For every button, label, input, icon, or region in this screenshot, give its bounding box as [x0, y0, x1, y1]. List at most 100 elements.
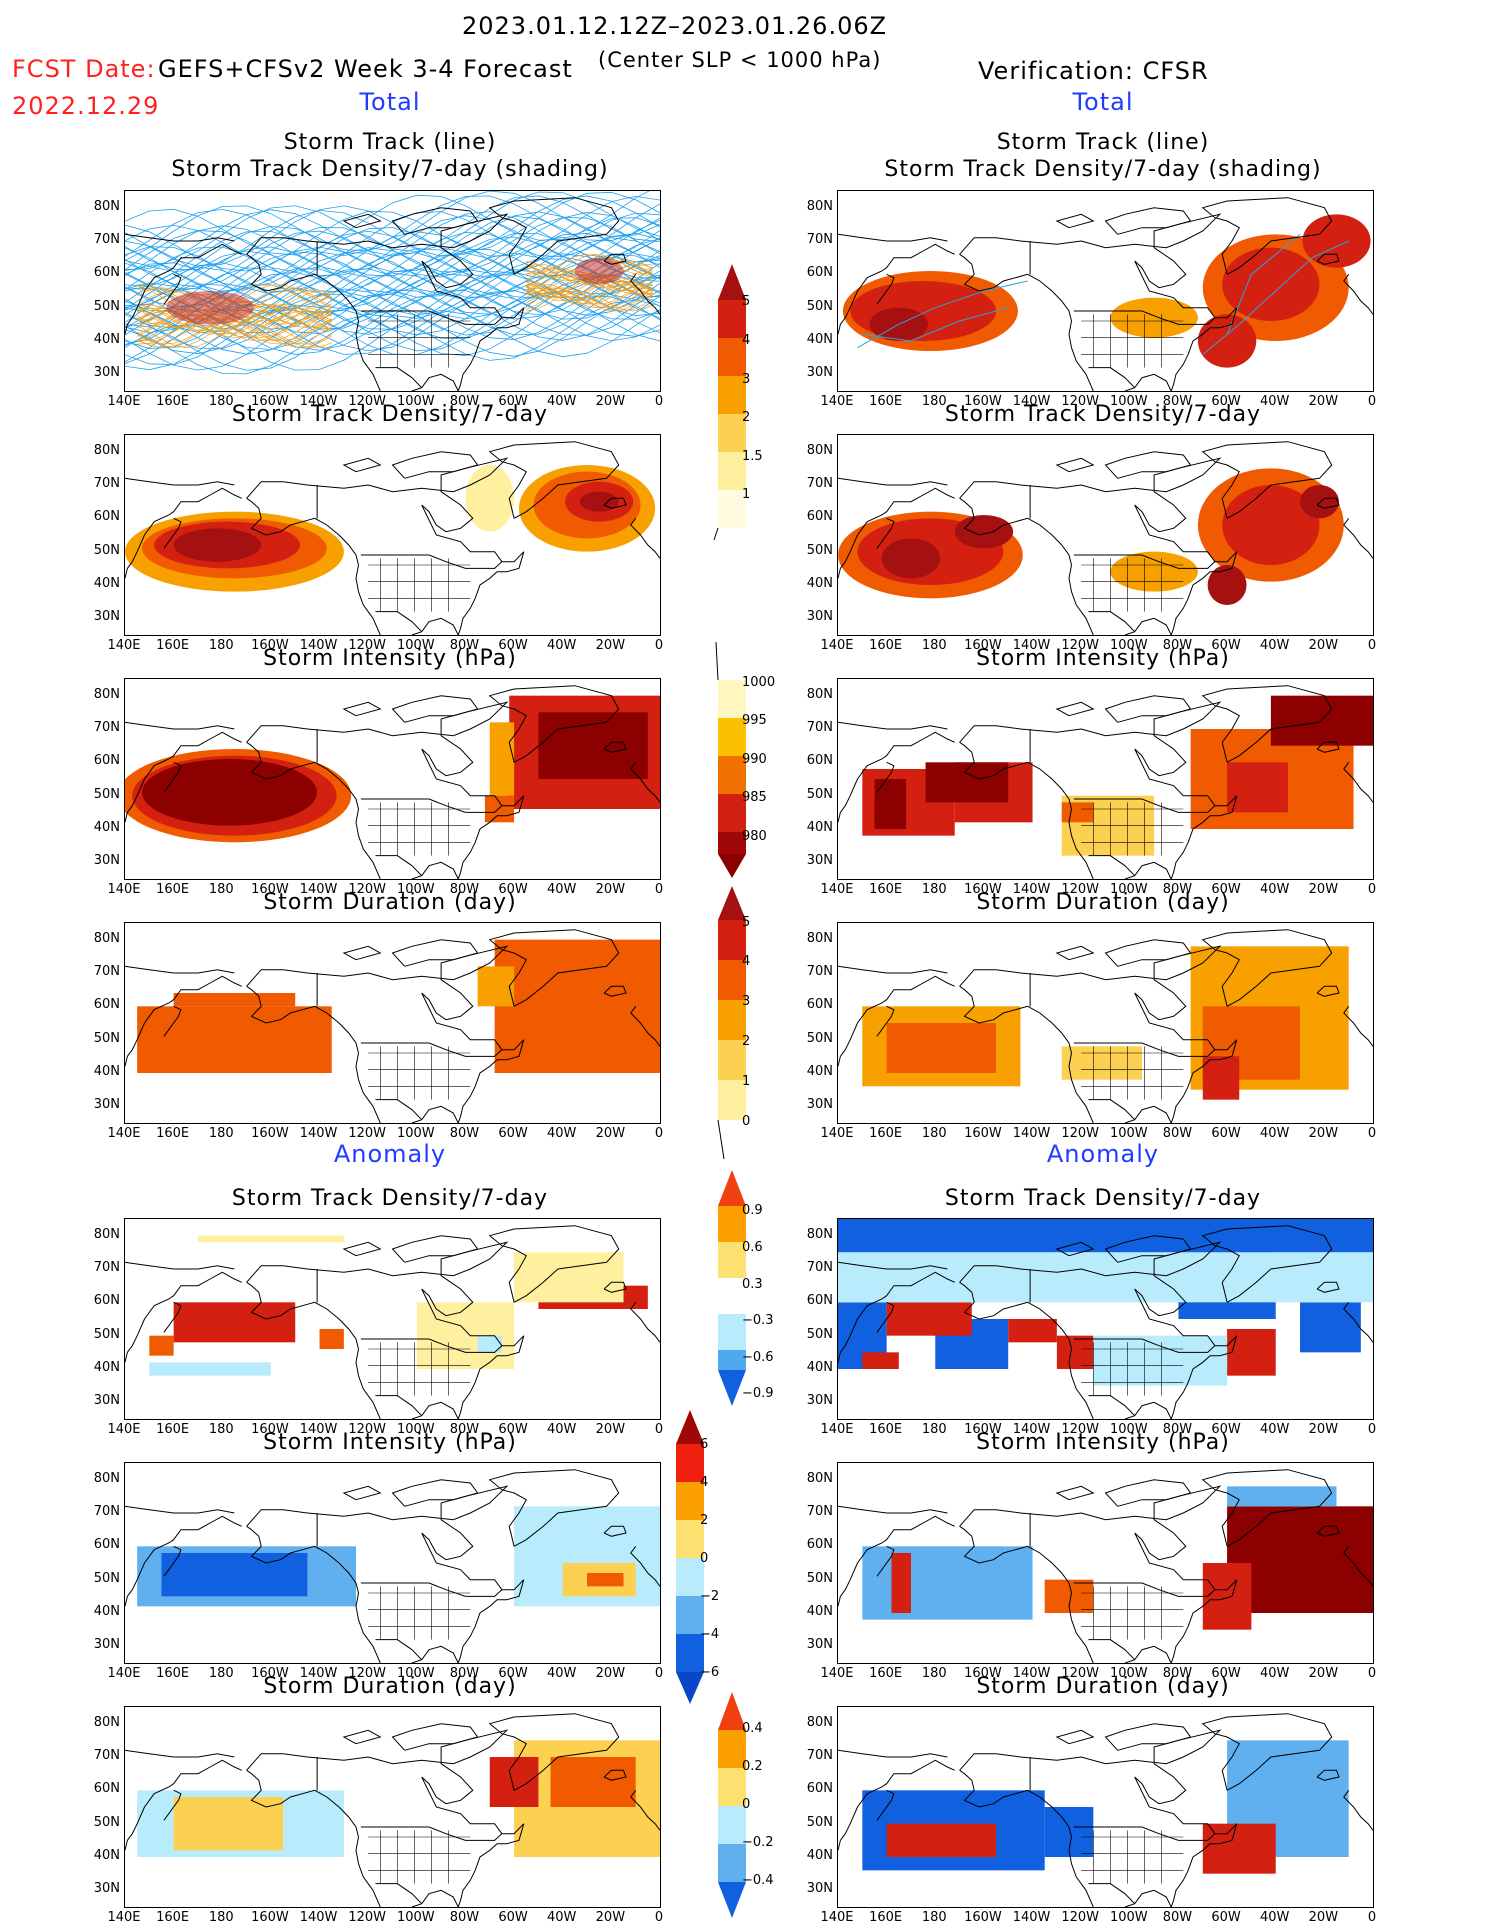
lon-label: 160W [964, 1666, 1002, 1681]
fcst-label: FCST Date: [12, 55, 156, 83]
lon-label: 80W [449, 1666, 480, 1681]
lon-label: 140E [107, 1422, 141, 1437]
lon-label: 140W [1012, 1422, 1051, 1437]
lon-label: 140E [820, 638, 854, 653]
lon-label: 100W [396, 394, 435, 409]
lon-label: 80W [1162, 1910, 1193, 1925]
cbar-duration-0: 0 [742, 1114, 751, 1129]
cbar-intensity-985: 985 [742, 790, 767, 805]
lat-label: 50N [93, 1326, 120, 1342]
lon-label: 0 [1367, 1910, 1377, 1925]
lat-label: 30N [93, 365, 120, 381]
lat-label: 40N [806, 1360, 833, 1375]
lon-label: 160W [964, 638, 1002, 653]
lon-label: 140E [820, 882, 854, 897]
cbar-ianom-m4: −4 [700, 1627, 720, 1642]
criteria-label: (Center SLP < 1000 hPa) [598, 48, 882, 72]
lon-label: 100W [1109, 638, 1148, 653]
lat-label: 50N [806, 1326, 833, 1342]
lat-label: 40N [93, 820, 120, 835]
section-total-left: Total [359, 88, 421, 116]
lat-label: 60N [806, 1537, 833, 1553]
lon-label: 0 [654, 638, 664, 653]
lat-label: 60N [93, 997, 120, 1013]
cbar-duration-1: 1 [742, 1074, 751, 1089]
lon-label: 120W [1061, 394, 1099, 409]
lat-label: 60N [93, 265, 120, 281]
lat-label: 50N [806, 786, 833, 802]
cbar-duration-4: 4 [742, 954, 751, 969]
lat-label: 60N [806, 1293, 833, 1309]
lat-label: 60N [93, 1537, 120, 1553]
lat-label: 30N [93, 609, 120, 625]
lat-label: 70N [806, 1504, 833, 1519]
lat-label: 50N [93, 1030, 120, 1046]
lon-label: 160E [156, 1666, 190, 1681]
lat-label: 50N [806, 1030, 833, 1046]
lat-label: 50N [806, 542, 833, 558]
lon-label: 120W [1061, 1910, 1099, 1925]
lat-label: 70N [93, 1260, 120, 1275]
lon-label: 60W [1211, 394, 1241, 409]
lon-label: 0 [654, 882, 664, 897]
lon-label: 100W [396, 1422, 435, 1437]
colorbar-density-anom [718, 1170, 746, 1406]
lon-label: 60W [1211, 1126, 1241, 1141]
lon-label: 140W [299, 882, 338, 897]
lon-label: 160E [869, 882, 903, 897]
lon-label: 160E [869, 394, 903, 409]
lon-label: 0 [654, 1666, 664, 1681]
lat-label: 60N [806, 265, 833, 281]
lon-label: 80W [449, 638, 480, 653]
lon-label: 120W [348, 1666, 386, 1681]
lon-label: 0 [654, 1910, 664, 1925]
lon-label: 160W [964, 1126, 1002, 1141]
cbar-duanom-m02: −0.2 [742, 1835, 774, 1850]
lat-label: 80N [806, 686, 833, 702]
lat-label: 30N [806, 609, 833, 625]
lon-label: 160E [156, 882, 190, 897]
lon-label: 100W [396, 1126, 435, 1141]
lon-label: 0 [654, 394, 664, 409]
lon-label: 100W [396, 882, 435, 897]
lon-label: 140E [820, 1126, 854, 1141]
lon-label: 20W [1308, 394, 1339, 409]
lat-label: 50N [806, 1570, 833, 1586]
lon-label: 40W [1260, 1666, 1290, 1681]
lon-label: 60W [1211, 1910, 1241, 1925]
lat-label: 40N [806, 1848, 833, 1863]
lon-label: 80W [1162, 882, 1193, 897]
lon-label: 160E [869, 1666, 903, 1681]
lon-label: 40W [1260, 394, 1290, 409]
lat-label: 70N [93, 964, 120, 979]
lon-label: 80W [1162, 394, 1193, 409]
lat-label: 40N [806, 576, 833, 591]
lon-label: 60W [498, 1126, 528, 1141]
map-obs-track [837, 190, 1374, 392]
cbar-danom-06: 0.6 [742, 1240, 763, 1255]
lat-label: 30N [806, 1881, 833, 1897]
map-obs-duration [837, 922, 1374, 1124]
lon-label: 140E [820, 394, 854, 409]
lon-label: 80W [449, 882, 480, 897]
lon-label: 140W [299, 1126, 338, 1141]
lat-label: 30N [93, 1393, 120, 1409]
cbar-duanom-0: 0 [742, 1797, 751, 1812]
lon-label: 100W [1109, 1422, 1148, 1437]
cbar-density-4: 4 [742, 333, 751, 348]
panel-title-l3: Storm Intensity (hPa) [263, 646, 517, 671]
lon-label: 160E [156, 638, 190, 653]
lon-label: 0 [1367, 882, 1377, 897]
cbar-density-15: 1.5 [742, 449, 763, 464]
panel-title-l4: Storm Duration (day) [263, 890, 517, 915]
lat-label: 40N [93, 1848, 120, 1863]
lon-label: 180 [208, 1910, 234, 1925]
lon-label: 40W [547, 882, 577, 897]
panel-title-l1b: Storm Track Density/7-day (shading) [171, 157, 609, 182]
lon-label: 20W [1308, 1910, 1339, 1925]
panel-title-r7: Storm Duration (day) [976, 1674, 1230, 1699]
lat-label: 30N [93, 1097, 120, 1113]
lon-label: 20W [595, 1422, 626, 1437]
cbar-density-5: 5 [742, 294, 751, 309]
panel-title-r2: Storm Track Density/7-day [944, 402, 1262, 427]
